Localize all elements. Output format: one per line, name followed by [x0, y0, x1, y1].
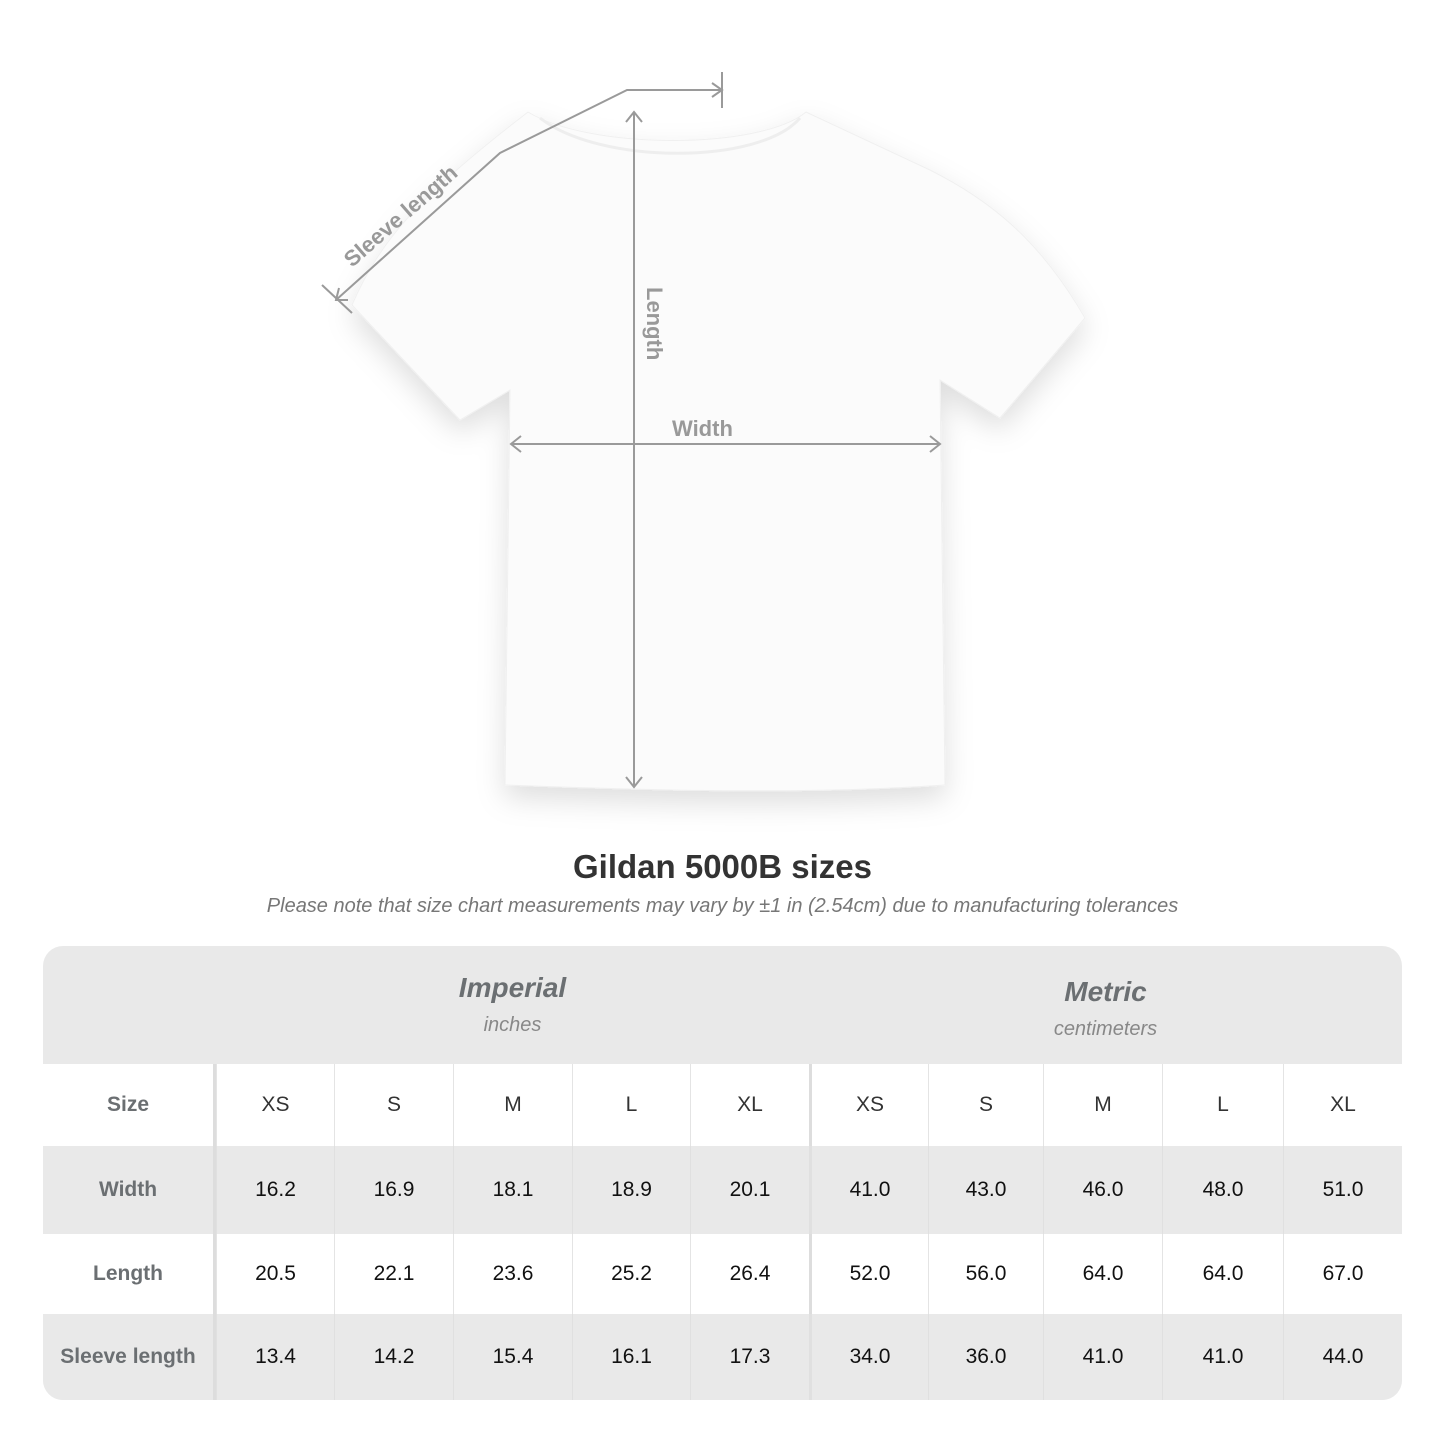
metric-header: Metric centimeters [809, 946, 1402, 1094]
size-header-cell: S [928, 1064, 1043, 1146]
table-row: Length 20.5 22.1 23.6 25.2 26.4 52.0 56.0 64.0 64… [43, 1234, 1402, 1314]
value-cell: 52.0 [809, 1234, 928, 1314]
value-cell: 26.4 [690, 1234, 809, 1314]
size-table: Imperial inches Metric centimeters Size X… [43, 946, 1402, 1400]
value-cell: 64.0 [1162, 1234, 1283, 1314]
size-header-cell: S [334, 1064, 453, 1146]
value-cell: 13.4 [216, 1314, 334, 1400]
row-label: Width [43, 1146, 216, 1234]
imperial-title: Imperial [458, 972, 567, 1003]
value-cell: 56.0 [928, 1234, 1043, 1314]
tolerance-note: Please note that size chart measurements… [266, 895, 1179, 917]
size-label: Size [43, 1064, 216, 1146]
size-header-cell: M [1043, 1064, 1162, 1146]
value-cell: 23.6 [453, 1234, 572, 1314]
value-cell: 43.0 [928, 1146, 1043, 1234]
sleeve-measure-line [335, 89, 722, 301]
value-cell: 20.1 [690, 1146, 809, 1234]
value-cell: 36.0 [928, 1314, 1043, 1400]
value-cell: 15.4 [453, 1314, 572, 1400]
length-label: Length [642, 287, 667, 360]
size-header-cell: XS [216, 1064, 334, 1146]
value-cell: 18.1 [453, 1146, 572, 1234]
value-cell: 16.1 [572, 1314, 690, 1400]
table-row: Width 16.2 16.9 18.1 18.9 20.1 41.0 43.0 46.0 48.… [43, 1146, 1402, 1234]
size-grid: Size XS S M L XL XS S M L XL Width 16.2 16.9 18.1 18.9 2… [43, 1064, 1402, 1400]
row-label: Sleeve length [43, 1314, 216, 1400]
value-cell: 44.0 [1283, 1314, 1402, 1400]
width-label: Width [672, 416, 733, 441]
value-cell: 41.0 [1043, 1314, 1162, 1400]
size-header-cell: XS [809, 1064, 928, 1146]
value-cell: 41.0 [1162, 1314, 1283, 1400]
value-cell: 22.1 [334, 1234, 453, 1314]
value-cell: 67.0 [1283, 1234, 1402, 1314]
size-header-cell: M [453, 1064, 572, 1146]
value-cell: 18.9 [572, 1146, 690, 1234]
value-cell: 41.0 [809, 1146, 928, 1234]
imperial-header: Imperial inches [216, 946, 809, 1090]
value-cell: 14.2 [334, 1314, 453, 1400]
value-cell: 17.3 [690, 1314, 809, 1400]
tshirt-diagram: Sleeve length Length Width [321, 72, 1086, 792]
value-cell: 20.5 [216, 1234, 334, 1314]
value-cell: 16.2 [216, 1146, 334, 1234]
size-header-row: Size XS S M L XL XS S M L XL [43, 1064, 1402, 1146]
imperial-unit: inches [483, 1014, 542, 1036]
value-cell: 16.9 [334, 1146, 453, 1234]
metric-unit: centimeters [1053, 1018, 1158, 1040]
value-cell: 51.0 [1283, 1146, 1402, 1234]
value-cell: 48.0 [1162, 1146, 1283, 1234]
tshirt-shape [351, 111, 1086, 792]
value-cell: 64.0 [1043, 1234, 1162, 1314]
table-row: Sleeve length 13.4 14.2 15.4 16.1 17.3 34.0 36.… [43, 1314, 1402, 1400]
size-header-cell: XL [1283, 1064, 1402, 1146]
value-cell: 34.0 [809, 1314, 928, 1400]
page-title: Gildan 5000B sizes [573, 848, 872, 885]
row-label: Length [43, 1234, 216, 1314]
size-header-cell: XL [690, 1064, 809, 1146]
size-header-cell: L [572, 1064, 690, 1146]
size-header-cell: L [1162, 1064, 1283, 1146]
value-cell: 46.0 [1043, 1146, 1162, 1234]
value-cell: 25.2 [572, 1234, 690, 1314]
metric-title: Metric [1064, 976, 1147, 1007]
